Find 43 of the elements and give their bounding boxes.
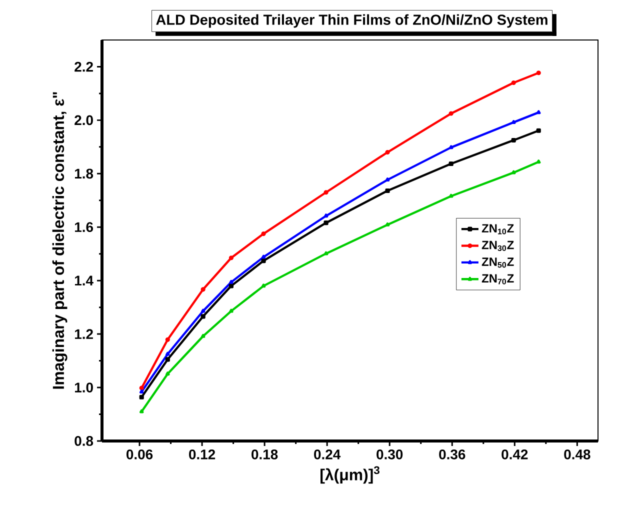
x-tick-label: 0.06 [126, 449, 153, 460]
y-tick-label: 1.2 [74, 329, 93, 339]
point [448, 111, 454, 116]
legend-label: ZN$_{70}$Z [482, 274, 514, 284]
point [200, 287, 206, 292]
y-tick-label: 0.8 [74, 436, 94, 446]
y-tick-label: 1.8 [74, 168, 94, 179]
point [200, 314, 206, 319]
point [139, 386, 144, 390]
x-tick-label: 0.30 [376, 449, 403, 460]
x-tick-label: 0.24 [314, 449, 341, 460]
point [324, 190, 328, 195]
x-tick-label: 0.12 [189, 449, 216, 460]
x-tick-label: 0.36 [439, 449, 466, 460]
y-tick-label: 1.4 [74, 276, 94, 286]
x-tick-label: 0.42 [502, 449, 528, 460]
point [261, 232, 266, 236]
chart-title: ALD Deposited Trilayer Thin Films of ZnO/Ni/ZnO System [156, 14, 548, 28]
point [139, 394, 144, 400]
point [324, 220, 328, 226]
point [165, 337, 170, 342]
x-tick-label: 0.48 [564, 449, 590, 460]
point [511, 138, 516, 143]
point [536, 70, 541, 76]
legend-label: ZN$_{30}$Z [482, 240, 514, 252]
point [165, 357, 170, 362]
point [511, 80, 516, 86]
legend-label: ZN$_{50}$Z [482, 258, 514, 268]
y-tick-label: 2.2 [74, 62, 93, 72]
point [228, 284, 234, 288]
y-tick-label: 2.0 [74, 115, 93, 126]
x-tick-label: 0.18 [252, 449, 278, 460]
point [228, 256, 234, 260]
point [385, 150, 390, 155]
point [261, 258, 266, 264]
y-axis-title: Imaginary part of dielectric constant, ε" [52, 92, 68, 389]
point [536, 128, 541, 133]
point [448, 161, 454, 166]
legend-label: ZN$_{10}$Z [482, 224, 514, 234]
y-tick-label: 1.6 [74, 222, 93, 232]
y-tick-label: 1.0 [74, 382, 93, 392]
x-axis-title: [λ(μm)]$^{3}$ [320, 466, 380, 484]
point [385, 188, 390, 194]
